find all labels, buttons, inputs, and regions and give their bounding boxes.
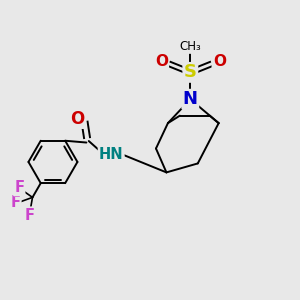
Text: S: S (184, 63, 197, 81)
Text: O: O (213, 53, 226, 68)
Text: F: F (25, 208, 35, 223)
Text: O: O (155, 53, 168, 68)
Text: F: F (11, 195, 20, 210)
Text: F: F (14, 180, 24, 195)
Text: HN: HN (99, 147, 124, 162)
Text: CH₃: CH₃ (179, 40, 201, 53)
Text: O: O (70, 110, 85, 128)
Text: N: N (183, 90, 198, 108)
